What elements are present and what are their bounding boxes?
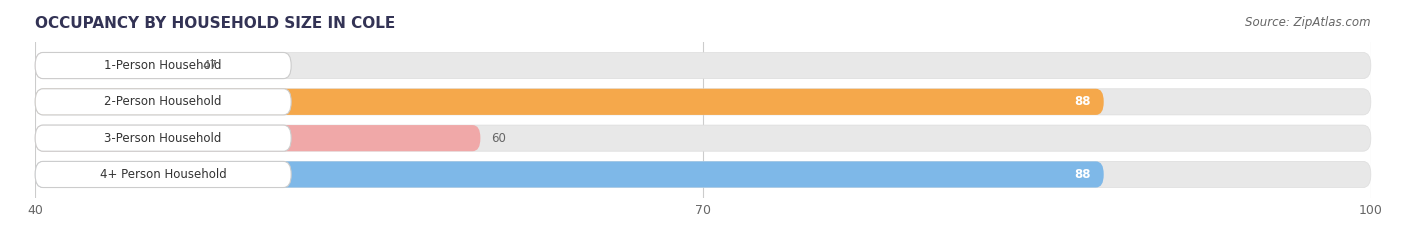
Text: 4+ Person Household: 4+ Person Household (100, 168, 226, 181)
Text: OCCUPANCY BY HOUSEHOLD SIZE IN COLE: OCCUPANCY BY HOUSEHOLD SIZE IN COLE (35, 16, 395, 31)
FancyBboxPatch shape (35, 52, 191, 79)
FancyBboxPatch shape (35, 52, 291, 79)
FancyBboxPatch shape (35, 161, 291, 188)
FancyBboxPatch shape (35, 52, 1371, 79)
FancyBboxPatch shape (35, 125, 291, 151)
Text: 3-Person Household: 3-Person Household (104, 132, 222, 145)
FancyBboxPatch shape (35, 161, 1104, 188)
Text: 47: 47 (202, 59, 217, 72)
FancyBboxPatch shape (35, 89, 1104, 115)
FancyBboxPatch shape (35, 89, 1371, 115)
Text: Source: ZipAtlas.com: Source: ZipAtlas.com (1246, 16, 1371, 29)
Text: 2-Person Household: 2-Person Household (104, 95, 222, 108)
Text: 88: 88 (1074, 95, 1091, 108)
FancyBboxPatch shape (35, 89, 291, 115)
Text: 1-Person Household: 1-Person Household (104, 59, 222, 72)
Text: 88: 88 (1074, 168, 1091, 181)
Text: 60: 60 (492, 132, 506, 145)
FancyBboxPatch shape (35, 161, 1371, 188)
FancyBboxPatch shape (35, 125, 481, 151)
FancyBboxPatch shape (35, 125, 1371, 151)
